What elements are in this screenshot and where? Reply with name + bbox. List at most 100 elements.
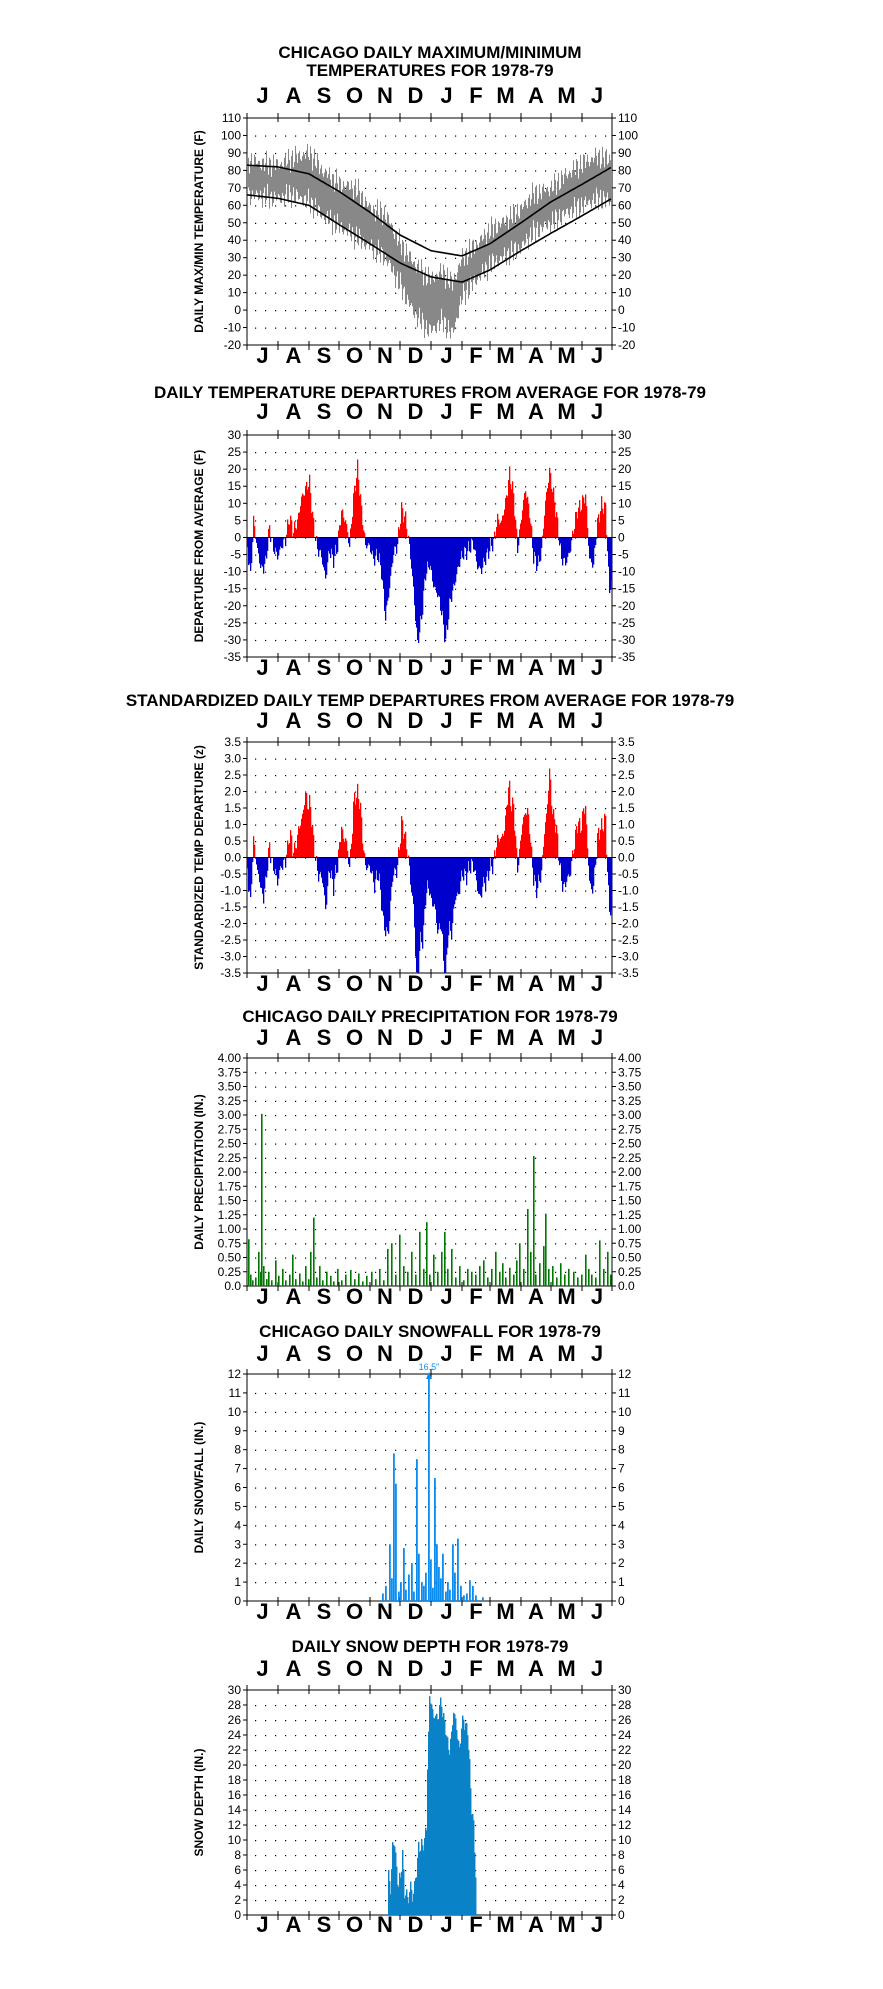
grid-dot (585, 1855, 587, 1857)
grid-dot (265, 503, 267, 505)
grid-dot (375, 588, 377, 590)
standardized-bar (466, 857, 468, 886)
grid-dot (325, 1086, 327, 1088)
grid-dot (295, 1468, 297, 1470)
grid-dot (595, 1115, 597, 1117)
standardized-bar (263, 857, 265, 904)
grid-dot (585, 1795, 587, 1797)
precipitation-bar (499, 1271, 501, 1286)
standardized-bar (606, 854, 608, 858)
departure-bar (318, 537, 320, 557)
snow-depth-bar (444, 1720, 446, 1915)
standardized-bar (535, 857, 537, 882)
grid-dot (305, 1900, 307, 1902)
grid-dot (295, 841, 297, 843)
y-tick-label-right: 0 (618, 1594, 625, 1608)
grid-dot (265, 275, 267, 277)
departure-bar (416, 537, 418, 628)
grid-dot (405, 824, 407, 826)
grid-dot (325, 1795, 327, 1797)
grid-dot (475, 1143, 477, 1145)
grid-dot (565, 923, 567, 925)
y-tick-label-left: 1 (234, 1575, 241, 1589)
grid-dot (255, 1582, 257, 1584)
departure-bar (567, 537, 569, 557)
precipitation-bar (326, 1271, 328, 1286)
grid-dot (565, 758, 567, 760)
grid-dot (515, 1186, 517, 1188)
month-label-bottom: A (286, 655, 302, 680)
standardized-bar (397, 857, 399, 866)
grid-dot (265, 923, 267, 925)
grid-dot (355, 857, 357, 859)
grid-dot (565, 622, 567, 625)
y-tick-label-right: -2.5 (618, 933, 639, 947)
standardized-bar (513, 803, 515, 858)
grid-dot (355, 1795, 357, 1797)
standardized-bar (591, 857, 593, 890)
departure-bar (286, 534, 288, 538)
grid-dot (405, 1487, 407, 1489)
grid-dot (585, 1765, 587, 1767)
grid-dot (305, 923, 307, 925)
precipitation-bar (354, 1279, 356, 1286)
grid-dot (415, 1143, 417, 1145)
grid-dot (435, 1157, 437, 1159)
grid-dot (565, 1468, 567, 1470)
standardized-bar (312, 824, 314, 858)
snow-depth-bar (461, 1728, 463, 1915)
standardized-bar (289, 843, 291, 858)
grid-dot (435, 452, 437, 454)
grid-dot (345, 1072, 347, 1074)
grid-dot (485, 1525, 487, 1527)
grid-dot (465, 1705, 467, 1707)
grid-dot (385, 1582, 387, 1584)
grid-dot (425, 1172, 427, 1174)
standardized-bar (332, 857, 334, 880)
grid-dot (465, 327, 467, 329)
grid-dot (365, 187, 367, 190)
grid-dot (485, 205, 487, 207)
grid-dot (385, 1115, 387, 1117)
month-label-top: O (346, 708, 363, 733)
grid-dot (275, 841, 277, 843)
grid-dot (315, 1271, 317, 1273)
grid-dot (605, 1795, 607, 1797)
grid-dot (545, 1750, 547, 1752)
grid-dot (515, 775, 517, 777)
grid-dot (495, 1563, 497, 1565)
grid-dot (295, 1563, 297, 1565)
standardized-bar (547, 804, 549, 858)
grid-dot (385, 1129, 387, 1131)
month-label-top: J (591, 1656, 603, 1681)
grid-dot (555, 1172, 557, 1174)
departure-bar (505, 498, 507, 538)
standardized-bar (447, 857, 449, 948)
grid-dot (435, 1086, 437, 1088)
month-label-bottom: A (286, 343, 302, 368)
departure-bar (292, 536, 294, 538)
grid-dot (535, 1506, 537, 1508)
grid-dot (405, 890, 407, 892)
grid-dot (315, 486, 317, 488)
standardized-bar (308, 809, 310, 858)
grid-dot (415, 775, 417, 777)
grid-dot (555, 1870, 557, 1872)
y-tick-label-left: 2.0 (224, 785, 241, 799)
grid-dot (265, 240, 267, 242)
grid-dot (365, 1563, 367, 1565)
grid-dot (295, 1229, 297, 1231)
grid-dot (255, 775, 257, 777)
grid-dot (475, 152, 477, 155)
departure-bar (550, 472, 552, 538)
grid-dot (485, 639, 487, 642)
month-label-bottom: D (408, 1599, 424, 1624)
grid-dot (435, 758, 437, 760)
grid-dot (325, 1143, 327, 1145)
grid-dot (525, 1072, 527, 1074)
grid-dot (415, 1243, 417, 1245)
snowfall-bar (400, 1582, 402, 1601)
departure-bar (338, 530, 340, 538)
grid-dot (535, 327, 537, 329)
standardized-bar (476, 857, 478, 881)
